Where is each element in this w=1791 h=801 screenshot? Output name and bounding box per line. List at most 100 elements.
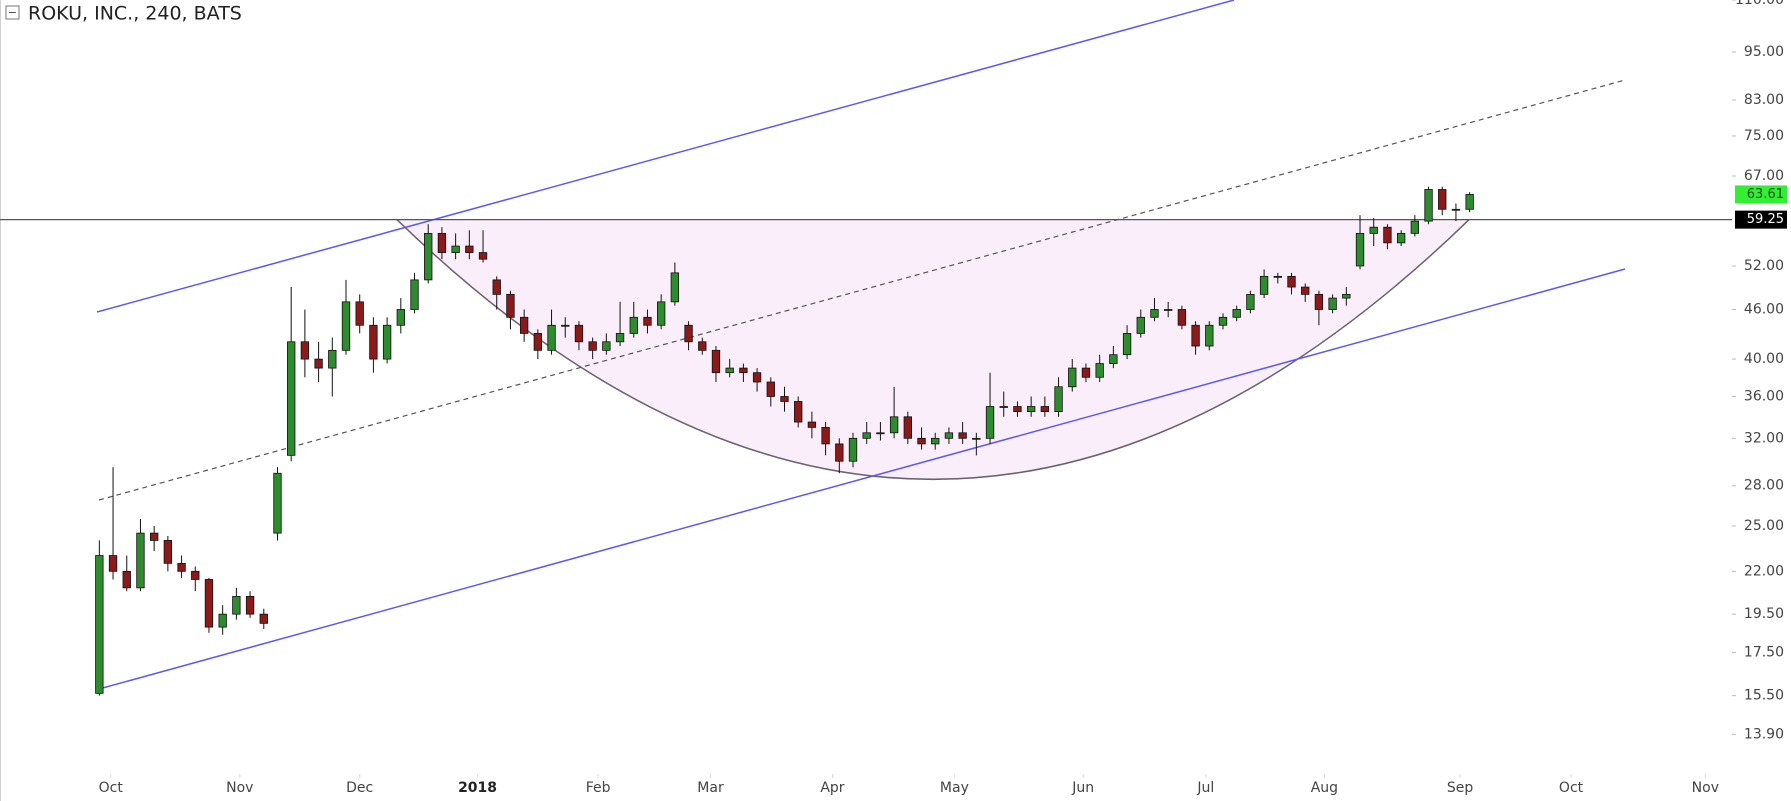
candle-body	[876, 432, 885, 435]
x-tick-label: Apr	[820, 780, 844, 796]
plot-area	[0, 186, 1732, 696]
candle-body	[478, 252, 488, 260]
candle-body	[355, 301, 364, 326]
channel-mid	[98, 79, 1626, 501]
candle-body	[149, 532, 159, 541]
candle-body	[629, 316, 638, 334]
candle-body	[684, 324, 693, 343]
candle-body	[739, 367, 748, 374]
candle-body	[218, 613, 227, 628]
y-tick-label: 28.00	[1744, 478, 1784, 494]
candle-body	[1177, 309, 1187, 326]
candle-body	[1301, 286, 1310, 295]
last-price-label: 63.61	[1747, 187, 1784, 202]
candle-body	[287, 341, 296, 456]
candle-body	[1095, 363, 1104, 378]
candle-body	[1164, 309, 1173, 311]
x-tick-label: May	[940, 780, 969, 796]
x-tick-label: Nov	[226, 780, 253, 796]
candle-body	[848, 437, 858, 462]
candle-body	[972, 437, 981, 440]
candle-body	[506, 293, 515, 318]
chart-title: ROKU, INC., 240, BATS	[28, 3, 242, 25]
candle-body	[574, 324, 584, 343]
x-tick-label: Feb	[586, 780, 611, 796]
candle-body	[1246, 293, 1255, 310]
y-tick-label: 22.00	[1744, 563, 1784, 579]
candle-body	[931, 437, 940, 445]
candle-body	[1369, 226, 1378, 234]
candle-body	[273, 472, 282, 534]
candle-body	[999, 406, 1008, 408]
candle-body	[1424, 189, 1433, 222]
y-tick-label: 40.00	[1744, 351, 1784, 367]
candle-body	[1109, 354, 1118, 364]
y-tick-label: 83.00	[1744, 92, 1784, 108]
y-tick-label: 110.00	[1735, 0, 1784, 8]
candle-body	[424, 232, 433, 281]
x-tick-label: Jun	[1071, 780, 1094, 796]
candle-body	[944, 432, 954, 439]
candle-body	[1191, 324, 1200, 347]
candle-body	[396, 309, 405, 326]
candle-body	[492, 279, 501, 295]
candle-body	[437, 232, 447, 253]
candle-body	[1218, 316, 1228, 326]
x-tick-label: Jul	[1196, 780, 1214, 796]
candle-body	[903, 416, 912, 439]
candle-body	[1342, 293, 1351, 299]
candle-body	[1438, 189, 1447, 210]
candle-body	[1232, 309, 1241, 318]
candle-body	[519, 316, 529, 334]
candle-body	[1396, 232, 1406, 244]
candle-body	[807, 421, 817, 428]
candle-body	[451, 245, 460, 253]
candle-body	[1314, 293, 1324, 310]
candle-body	[191, 570, 200, 580]
candle-body	[1410, 220, 1419, 234]
candle-body	[917, 437, 926, 445]
candle-body	[985, 406, 995, 439]
candle-body	[602, 341, 611, 351]
candle-body	[711, 349, 721, 374]
x-tick-label: Aug	[1311, 780, 1338, 796]
x-tick-label: Dec	[346, 780, 373, 796]
candle-body	[163, 540, 173, 564]
candle-body	[177, 562, 186, 572]
candle-body	[561, 324, 570, 327]
candle-body	[889, 416, 899, 434]
candle-body	[300, 341, 310, 360]
candle-body	[547, 324, 556, 351]
candle-body	[835, 443, 844, 462]
candle-body	[410, 279, 419, 310]
candle-body	[821, 426, 830, 445]
y-tick-label: 95.00	[1744, 44, 1784, 60]
y-tick-label: 25.00	[1744, 518, 1784, 534]
level-price-label-box	[1735, 210, 1787, 229]
candle-body	[465, 245, 474, 253]
candle-body	[670, 272, 680, 303]
candle-body	[533, 333, 543, 351]
candle-body	[122, 570, 131, 589]
candle-body	[341, 301, 351, 351]
candle-body	[1122, 333, 1132, 356]
candle-body	[1136, 316, 1145, 334]
candle-body	[232, 595, 241, 615]
level-price-label: 59.25	[1747, 212, 1784, 227]
candle-body	[766, 381, 775, 397]
channel-upper	[96, 0, 1235, 313]
candle-body	[204, 579, 214, 628]
candle-body	[369, 324, 378, 360]
candle-body	[1287, 275, 1296, 288]
x-tick-label: 2018	[458, 780, 497, 796]
y-tick-label: 32.00	[1744, 430, 1784, 446]
candle-body	[108, 555, 118, 572]
y-tick-label: 15.50	[1744, 688, 1784, 704]
candle-body	[1068, 367, 1077, 388]
y-tick-label: 67.00	[1744, 168, 1784, 184]
x-tick-label: Oct	[99, 780, 124, 796]
candle-body	[643, 316, 652, 326]
candle-body	[657, 301, 666, 326]
candle-body	[259, 613, 268, 624]
